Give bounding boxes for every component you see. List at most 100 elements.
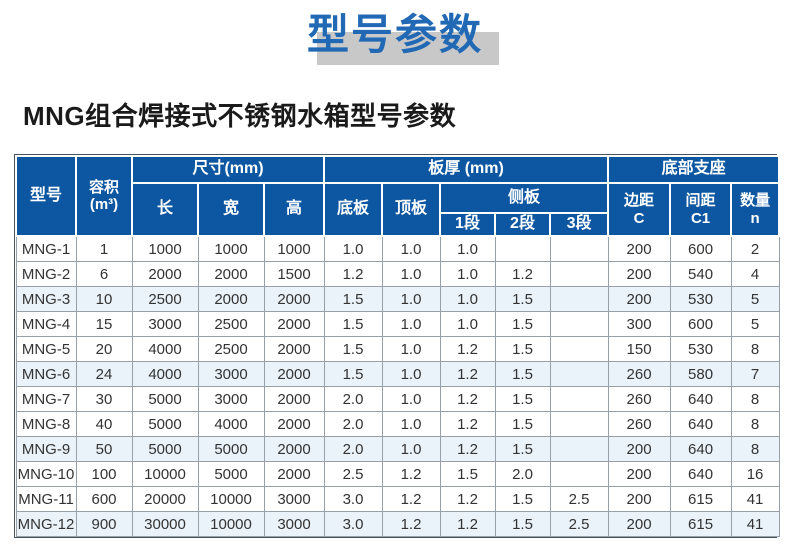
cell-model: MNG-6: [15, 361, 77, 387]
header-edge-distance-line1: 边距: [624, 192, 655, 210]
cell-quantity-n: 2: [730, 235, 780, 262]
header-top-plate: 顶板: [381, 182, 441, 237]
table-row: MNG-10 100 10000 5000 2000 2.5 1.2 1.5 2.0 200 640…: [15, 461, 780, 487]
cell-spacing-c1: 530: [669, 336, 732, 362]
cell-quantity-n: 16: [730, 461, 780, 487]
cell-edge-distance-c: 200: [607, 461, 671, 487]
cell-capacity: 600: [75, 486, 133, 512]
cell-model: MNG-3: [15, 286, 77, 312]
cell-top-plate: 1.0: [381, 311, 441, 337]
cell-capacity: 40: [75, 411, 133, 437]
cell-length: 5000: [131, 411, 199, 437]
cell-capacity: 6: [75, 261, 133, 287]
page-title: 型号参数: [306, 11, 483, 58]
header-width: 宽: [197, 182, 265, 237]
cell-side-seg-3: [549, 411, 609, 437]
cell-bottom-plate: 1.5: [323, 336, 383, 362]
header-side-seg-3: 3段: [548, 212, 610, 237]
header-side-seg-2: 2段: [494, 212, 551, 237]
cell-height: 2000: [263, 286, 325, 312]
cell-length: 2500: [131, 286, 199, 312]
header-model: 型号: [15, 155, 77, 237]
cell-spacing-c1: 600: [669, 311, 732, 337]
header-side-seg-1: 1段: [439, 212, 496, 237]
cell-bottom-plate: 3.0: [323, 486, 383, 512]
cell-side-seg-3: [549, 436, 609, 462]
header-bottom-plate: 底板: [323, 182, 383, 237]
cell-spacing-c1: 530: [669, 286, 732, 312]
cell-model: MNG-9: [15, 436, 77, 462]
cell-height: 2000: [263, 386, 325, 412]
cell-model: MNG-8: [15, 411, 77, 437]
cell-side-seg-3: 2.5: [549, 511, 609, 537]
header-capacity-line2: (m³): [89, 196, 119, 213]
table-row: MNG-2 6 2000 2000 1500 1.2 1.0 1.0 1.2 200 540 4: [15, 261, 780, 287]
cell-top-plate: 1.0: [381, 411, 441, 437]
cell-spacing-c1: 640: [669, 461, 732, 487]
cell-quantity-n: 41: [730, 486, 780, 512]
cell-width: 2500: [197, 311, 265, 337]
cell-top-plate: 1.0: [381, 336, 441, 362]
cell-quantity-n: 7: [730, 361, 780, 387]
header-quantity-line1: 数量: [740, 192, 771, 210]
cell-bottom-plate: 1.5: [323, 361, 383, 387]
cell-spacing-c1: 600: [669, 235, 732, 262]
header-quantity-line2: n: [750, 209, 760, 227]
cell-side-seg-2: 1.5: [494, 436, 551, 462]
cell-side-seg-1: 1.0: [439, 235, 496, 262]
cell-height: 2000: [263, 461, 325, 487]
cell-width: 3000: [197, 361, 265, 387]
cell-model: MNG-12: [15, 511, 77, 537]
cell-quantity-n: 8: [730, 336, 780, 362]
cell-spacing-c1: 580: [669, 361, 732, 387]
header-thickness-group: 板厚 (mm): [322, 155, 610, 184]
cell-side-seg-2: 1.5: [494, 311, 551, 337]
cell-edge-distance-c: 260: [607, 411, 671, 437]
cell-height: 1500: [263, 261, 325, 287]
cell-side-seg-2: 1.5: [494, 486, 551, 512]
cell-bottom-plate: 1.5: [323, 311, 383, 337]
cell-side-seg-2: 1.5: [494, 336, 551, 362]
cell-top-plate: 1.2: [381, 486, 441, 512]
cell-side-seg-1: 1.0: [439, 261, 496, 287]
cell-side-seg-3: [549, 261, 609, 287]
table-row: MNG-6 24 4000 3000 2000 1.5 1.0 1.2 1.5 260 580 7: [15, 361, 780, 387]
cell-side-seg-1: 1.2: [439, 511, 496, 537]
cell-edge-distance-c: 200: [607, 286, 671, 312]
cell-side-seg-3: [549, 336, 609, 362]
cell-side-seg-1: 1.2: [439, 386, 496, 412]
cell-edge-distance-c: 200: [607, 261, 671, 287]
cell-spacing-c1: 540: [669, 261, 732, 287]
cell-bottom-plate: 2.0: [323, 436, 383, 462]
cell-height: 3000: [263, 486, 325, 512]
header-spacing: 间距 C1: [669, 182, 733, 237]
cell-top-plate: 1.2: [381, 511, 441, 537]
cell-side-seg-3: [549, 386, 609, 412]
cell-model: MNG-7: [15, 386, 77, 412]
cell-capacity: 50: [75, 436, 133, 462]
cell-capacity: 24: [75, 361, 133, 387]
table-body: MNG-1 1 1000 1000 1000 1.0 1.0 1.0 200 600 2 MNG-2 6…: [15, 235, 780, 537]
cell-width: 2500: [197, 336, 265, 362]
cell-side-seg-3: [549, 235, 609, 262]
cell-edge-distance-c: 200: [607, 235, 671, 262]
cell-side-seg-2: 1.2: [494, 261, 551, 287]
cell-side-seg-1: 1.0: [439, 286, 496, 312]
cell-length: 4000: [131, 336, 199, 362]
cell-side-seg-2: 1.5: [494, 386, 551, 412]
cell-top-plate: 1.2: [381, 461, 441, 487]
cell-width: 2000: [197, 261, 265, 287]
header-side-plate-group: 侧板: [438, 182, 610, 214]
cell-quantity-n: 5: [730, 311, 780, 337]
cell-spacing-c1: 640: [669, 436, 732, 462]
table-row: MNG-7 30 5000 3000 2000 2.0 1.0 1.2 1.5 260 640 8: [15, 386, 780, 412]
cell-top-plate: 1.0: [381, 235, 441, 262]
cell-edge-distance-c: 260: [607, 361, 671, 387]
cell-spacing-c1: 615: [669, 486, 732, 512]
cell-length: 30000: [131, 511, 199, 537]
header-quantity: 数量 n: [730, 182, 781, 237]
cell-quantity-n: 41: [730, 511, 780, 537]
cell-length: 5000: [131, 436, 199, 462]
cell-bottom-plate: 2.0: [323, 386, 383, 412]
cell-side-seg-2: 2.0: [494, 461, 551, 487]
